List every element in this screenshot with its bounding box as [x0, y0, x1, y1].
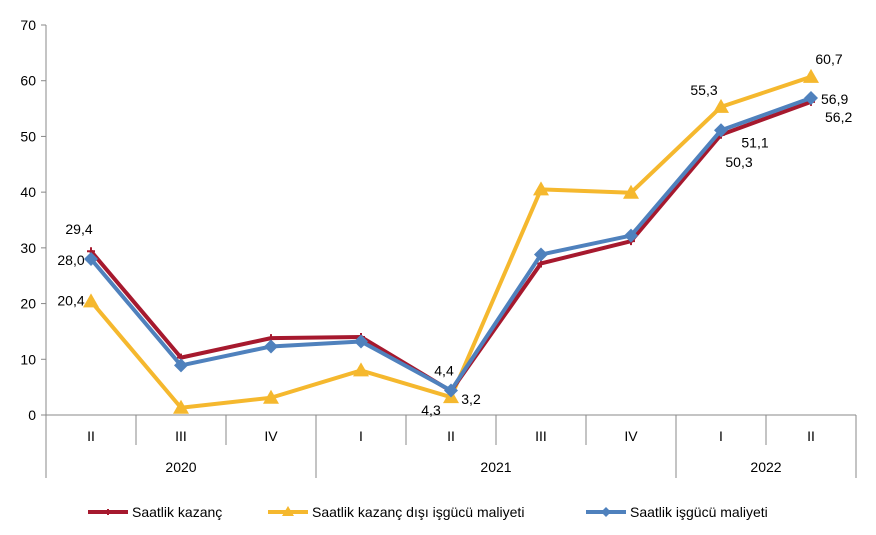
diamond-marker [354, 334, 368, 349]
legend-marker [601, 507, 611, 517]
diamond-marker [264, 339, 278, 354]
x-tick-label: III [535, 428, 547, 444]
data-label: 4,3 [421, 402, 441, 418]
series-layer [83, 68, 819, 414]
triangle-marker [353, 362, 369, 377]
data-label: 56,9 [821, 91, 848, 107]
triangle-marker [803, 68, 819, 83]
y-tick-label: 40 [20, 184, 36, 200]
legend-item: Saatlik işgücü maliyeti [586, 504, 768, 520]
legend-marker [282, 506, 294, 516]
y-tick-label: 20 [20, 296, 36, 312]
x-group-label: 2022 [750, 459, 781, 475]
data-label: 3,2 [461, 391, 481, 407]
legend: Saatlik kazanç Saatlik kazanç dışı işgücü… [88, 504, 768, 520]
series-2 [84, 90, 818, 398]
x-tick-label: II [807, 428, 815, 444]
y-tick-label: 0 [28, 407, 36, 423]
data-label: 51,1 [741, 134, 768, 150]
data-label: 55,3 [690, 82, 717, 98]
x-group-label: 2020 [165, 459, 196, 475]
series-line [89, 74, 812, 410]
y-tick-label: 60 [20, 73, 36, 89]
data-label: 28,0 [57, 252, 84, 268]
y-tick-label: 50 [20, 128, 36, 144]
triangle-marker [173, 399, 189, 414]
y-tick-label: 30 [20, 240, 36, 256]
diamond-marker [804, 90, 818, 105]
x-tick-label: IV [264, 428, 278, 444]
x-tick-label: II [87, 428, 95, 444]
data-label: 29,4 [65, 221, 92, 237]
diamond-marker [534, 247, 548, 262]
triangle-marker [83, 293, 99, 308]
data-label: 4,4 [434, 362, 454, 378]
legend-item: Saatlik kazanç dışı işgücü maliyeti [268, 504, 524, 520]
data-label: 50,3 [725, 154, 752, 170]
triangle-marker [713, 98, 729, 113]
legend-label: Saatlik kazanç dışı işgücü maliyeti [312, 504, 524, 520]
diamond-marker [84, 252, 98, 266]
diamond-marker [624, 228, 638, 243]
x-group-label: 2021 [480, 459, 511, 475]
series-line [89, 100, 812, 394]
x-tick-label: IV [624, 428, 638, 444]
diamond-marker [714, 123, 728, 138]
legend-label: Saatlik işgücü maliyeti [630, 504, 768, 520]
data-labels: 29,4 4,3 50,3 56,2 20,4 3,2 55,3 60,7 28,0 4,4 51,… [57, 51, 852, 418]
y-tick-label: 10 [20, 351, 36, 367]
series-0 [87, 97, 815, 396]
triangle-marker [623, 184, 639, 199]
data-label: 60,7 [815, 51, 842, 67]
diamond-marker [444, 383, 458, 398]
diamond-marker [174, 358, 188, 373]
y-tick-label: 70 [20, 17, 36, 33]
triangle-marker [533, 181, 549, 196]
legend-label: Saatlik kazanç [132, 504, 222, 520]
legend-marker [105, 509, 111, 515]
series-line [89, 96, 812, 393]
legend-item: Saatlik kazanç [88, 504, 222, 520]
triangle-marker [263, 389, 279, 404]
x-tick-label: I [359, 428, 363, 444]
data-label: 20,4 [57, 292, 84, 308]
x-tick-label: III [175, 428, 187, 444]
data-label: 56,2 [825, 109, 852, 125]
x-tick-label: I [719, 428, 723, 444]
x-tick-label: II [447, 428, 455, 444]
